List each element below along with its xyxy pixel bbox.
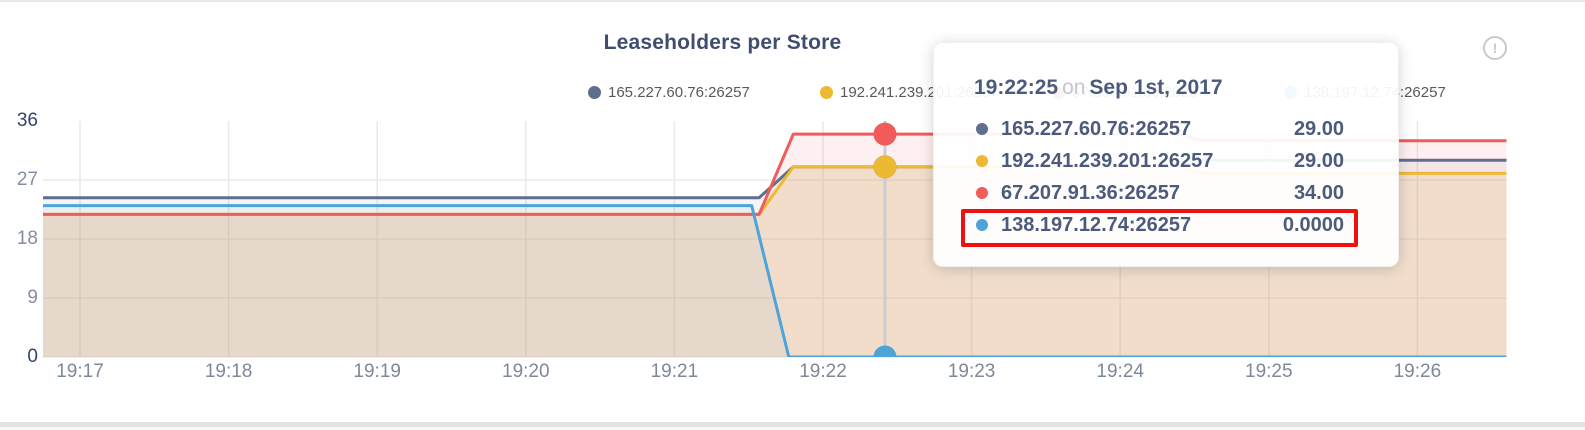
y-axis-label: 36: [16, 109, 38, 131]
tooltip-series-label: 67.207.91.36:26257: [1001, 181, 1181, 204]
tooltip-row: 192.241.239.201:26257 29.00: [934, 145, 1398, 177]
info-icon[interactable]: !: [1483, 36, 1507, 60]
x-axis-label: 19:19: [353, 361, 401, 382]
x-axis-label: 19:23: [947, 361, 996, 382]
series-line: [43, 204, 1507, 357]
tooltip-row: 67.207.91.36:26257 34.00: [934, 177, 1398, 209]
legend-dot-icon: [820, 85, 833, 99]
y-axis-label: 9: [27, 286, 38, 308]
x-axis-label: 19:22: [799, 361, 847, 382]
y-axis-label: 27: [16, 168, 38, 190]
legend-item[interactable]: 165.227.60.76:26257: [588, 83, 750, 101]
hover-point: [873, 122, 897, 146]
x-axis-label: 19:21: [650, 361, 699, 382]
panel-bottom-border: [0, 422, 1585, 427]
x-axis-label: 19:20: [502, 361, 550, 382]
tooltip-series-value: 0.0000: [1282, 213, 1344, 236]
y-axis-label: 18: [16, 227, 38, 249]
tooltip-header: 19:22:25 on Sep 1st, 2017: [974, 76, 1223, 100]
x-axis-label: 19:26: [1393, 361, 1442, 382]
tooltip-series-value: 34.00: [1293, 181, 1344, 204]
legend-label: 165.227.60.76:26257: [608, 83, 750, 101]
tooltip-on-word: on: [1062, 76, 1086, 99]
tooltip-series-value: 29.00: [1293, 117, 1344, 140]
chart-title: Leaseholders per Store: [603, 31, 842, 54]
tooltip-row-highlighted: 138.197.12.74:26257 0.0000: [934, 209, 1398, 241]
x-axis-label: 19:17: [56, 361, 104, 382]
panel-bottom-border-light: [0, 427, 1585, 430]
tooltip-series-dot-icon: [976, 187, 988, 199]
x-axis-label: 19:24: [1096, 361, 1144, 382]
tooltip-series-label: 192.241.239.201:26257: [1001, 149, 1214, 172]
hover-point: [873, 155, 897, 179]
tooltip-series-value: 29.00: [1293, 149, 1344, 172]
legend-dot-icon: [588, 85, 601, 99]
panel-top-border: [0, 0, 1585, 2]
tooltip-series-label: 165.227.60.76:26257: [1001, 117, 1192, 140]
tooltip-series-dot-icon: [976, 155, 988, 167]
tooltip-date: Sep 1st, 2017: [1089, 76, 1223, 99]
tooltip-time: 19:22:25: [974, 76, 1059, 99]
x-axis-label: 19:18: [204, 361, 253, 382]
series-area: [43, 205, 1507, 357]
y-axis-label: 0: [27, 346, 38, 367]
x-axis-label: 19:25: [1245, 361, 1293, 382]
tooltip-rows: 165.227.60.76:26257 29.00 192.241.239.201:…: [934, 113, 1398, 241]
tooltip-series-label: 138.197.12.74:26257: [1001, 213, 1192, 236]
hover-point: [873, 345, 897, 357]
tooltip-series-dot-icon: [976, 219, 988, 231]
tooltip-row: 165.227.60.76:26257 29.00: [934, 113, 1398, 145]
hover-tooltip: 19:22:25 on Sep 1st, 2017 165.227.60.76:26…: [933, 42, 1399, 267]
tooltip-series-dot-icon: [976, 123, 988, 135]
info-icon-glyph: !: [1492, 40, 1498, 56]
